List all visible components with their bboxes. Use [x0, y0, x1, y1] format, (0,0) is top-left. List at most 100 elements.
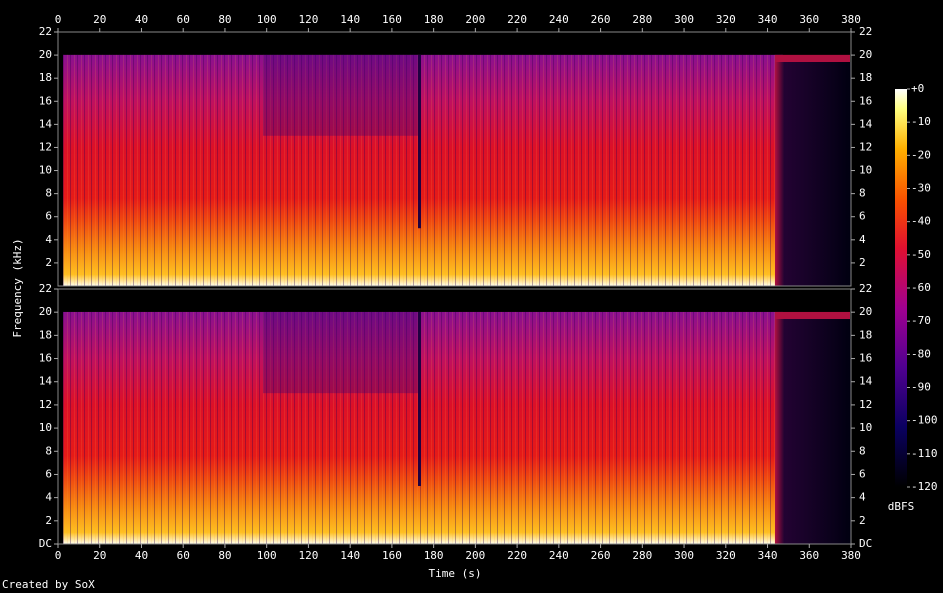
x-tick-label: 20 [93, 13, 106, 26]
x-tick-label: 160 [382, 549, 402, 562]
y-tick-label: 22 [39, 25, 52, 38]
x-tick-label: 120 [298, 13, 318, 26]
x-tick-label: 320 [716, 13, 736, 26]
y-tick-label-right: 6 [859, 210, 866, 223]
y-tick-label-right: 18 [859, 71, 872, 84]
y-tick-label: DC [39, 537, 52, 550]
x-tick-label: 60 [177, 549, 190, 562]
colorbar [895, 89, 907, 487]
x-tick-label: 240 [549, 13, 569, 26]
spectrum-gap [418, 54, 421, 229]
footer: Created by SoX [2, 578, 95, 591]
x-tick-label: 380 [841, 549, 861, 562]
y-tick-label-right: 16 [859, 94, 872, 107]
y-tick-label-right: 22 [859, 25, 872, 38]
y-tick-label-right: 2 [859, 514, 866, 527]
x-tick-label: 40 [135, 13, 148, 26]
spectrum-tail-fade [775, 62, 851, 286]
colorbar-tick-label: -100 [911, 414, 938, 427]
x-tick-label: 120 [298, 549, 318, 562]
x-tick-label: 220 [507, 13, 527, 26]
x-axis-label: Time (s) [429, 567, 482, 580]
x-tick-label: 200 [465, 549, 485, 562]
y-tick-label: 12 [39, 398, 52, 411]
y-tick-label-right: 4 [859, 233, 866, 246]
colorbar-tick-label: -60 [911, 281, 931, 294]
y-tick-label: 20 [39, 305, 52, 318]
x-tick-label: 140 [340, 549, 360, 562]
y-tick-label-right: 12 [859, 140, 872, 153]
x-tick-label: 360 [799, 13, 819, 26]
x-tick-label: 240 [549, 549, 569, 562]
spectrum-tail-fade [775, 319, 851, 544]
x-tick-label: 360 [799, 549, 819, 562]
y-tick-label-right: 8 [859, 187, 866, 200]
x-tick-label: 0 [55, 549, 62, 562]
y-tick-label-right: 22 [859, 282, 872, 295]
y-tick-label: 18 [39, 71, 52, 84]
y-tick-label: 4 [45, 233, 52, 246]
y-tick-label-right: 10 [859, 421, 872, 434]
colorbar-tick-label: -80 [911, 347, 931, 360]
spectrum-texture [63, 311, 783, 544]
y-tick-label-right: 14 [859, 117, 873, 130]
x-tick-label: 80 [218, 549, 231, 562]
colorbar-label: dBFS [888, 500, 915, 513]
x-tick-label: 180 [424, 13, 444, 26]
y-tick-label: 22 [39, 282, 52, 295]
y-tick-label: 16 [39, 352, 52, 365]
x-tick-label: 60 [177, 13, 190, 26]
y-tick-label-right: 12 [859, 398, 872, 411]
colorbar-tick-label: -50 [911, 248, 931, 261]
x-tick-label: 0 [55, 13, 62, 26]
colorbar-tick-label: -110 [911, 447, 938, 460]
colorbar-tick-label: -120 [911, 480, 938, 493]
y-tick-label-right: 10 [859, 164, 872, 177]
x-tick-label: 340 [758, 13, 778, 26]
colorbar-tick-label: -30 [911, 182, 931, 195]
colorbar-tick-label: -90 [911, 381, 931, 394]
colorbar-tick-label: -20 [911, 148, 931, 161]
x-tick-label: 200 [465, 13, 485, 26]
y-tick-label: 8 [45, 444, 52, 457]
colorbar-tick-label: -40 [911, 215, 931, 228]
x-tick-label: 40 [135, 549, 148, 562]
y-tick-label: 2 [45, 514, 52, 527]
y-tick-label: 10 [39, 421, 52, 434]
x-tick-label: 260 [591, 549, 611, 562]
y-tick-label-right: 14 [859, 375, 873, 388]
y-tick-label-right: 8 [859, 444, 866, 457]
y-tick-label: 16 [39, 94, 52, 107]
x-tick-label: 320 [716, 549, 736, 562]
y-tick-label: 6 [45, 467, 52, 480]
x-tick-label: 280 [632, 13, 652, 26]
y-tick-label-right: DC [859, 537, 872, 550]
spectrum-dark-band [263, 311, 418, 394]
y-tick-label: 10 [39, 164, 52, 177]
y-tick-label: 12 [39, 140, 52, 153]
frame [57, 31, 852, 287]
spectrum-texture [63, 54, 783, 286]
x-tick-label: 280 [632, 549, 652, 562]
x-tick-label: 300 [674, 549, 694, 562]
colorbar-tick-label: -10 [911, 115, 931, 128]
y-axis-label: Frequency (kHz) [11, 238, 24, 337]
y-tick-label-right: 18 [859, 328, 872, 341]
x-tick-label: 100 [257, 13, 277, 26]
y-tick-label-right: 2 [859, 256, 866, 269]
y-tick-label-right: 4 [859, 491, 866, 504]
y-tick-label: 2 [45, 256, 52, 269]
spectrum-gap [418, 311, 421, 486]
y-tick-label-right: 6 [859, 467, 866, 480]
colorbar-tick-label: +0 [911, 82, 924, 95]
y-tick-label: 8 [45, 187, 52, 200]
x-tick-label: 140 [340, 13, 360, 26]
x-tick-label: 380 [841, 13, 861, 26]
x-tick-label: 340 [758, 549, 778, 562]
spectrum-dark-band [263, 54, 418, 136]
y-tick-label-right: 16 [859, 352, 872, 365]
x-tick-label: 20 [93, 549, 106, 562]
x-tick-label: 260 [591, 13, 611, 26]
y-tick-label: 14 [39, 375, 53, 388]
